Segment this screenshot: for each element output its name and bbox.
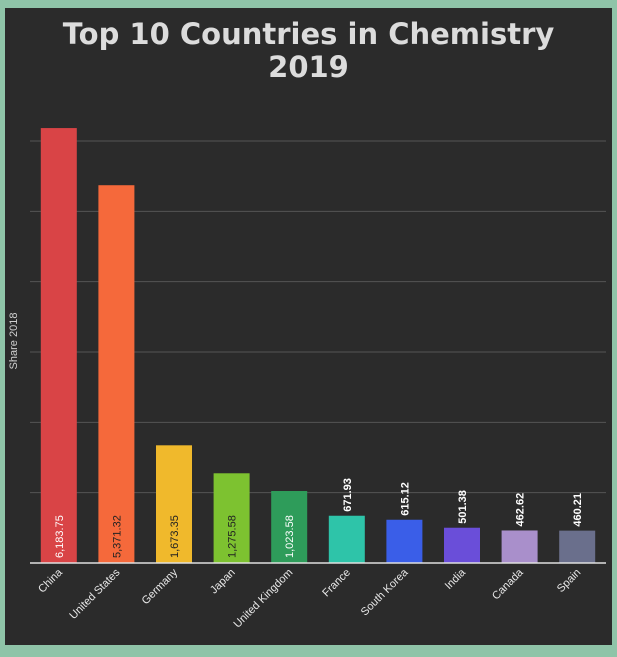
x-tick-label: France: [320, 567, 353, 600]
data-label: 615.12: [399, 482, 411, 516]
bar-germany[interactable]: [156, 445, 192, 563]
x-tick-label: China: [36, 566, 65, 595]
bars: 6,183.75 5,371.32 1,673.35 1,275.58 1,023.58…: [40, 128, 596, 564]
bar-france[interactable]: [328, 515, 365, 563]
chart-title-line2: 2019: [268, 50, 349, 84]
x-tick-label: India: [443, 566, 469, 592]
x-tick-label: United States: [67, 566, 123, 622]
x-tick-label: South Korea: [359, 566, 411, 618]
data-label: 460.21: [572, 493, 584, 527]
chart-title: Top 10 Countries in Chemistry 2019: [5, 18, 612, 84]
x-tick-label: Canada: [490, 566, 526, 602]
x-tick-label: Spain: [555, 567, 583, 595]
data-label: 6,183.75: [54, 515, 66, 558]
bar-south-korea[interactable]: [386, 519, 423, 563]
data-label: 5,371.32: [111, 515, 123, 558]
bar-india[interactable]: [444, 527, 480, 563]
data-label: 501.38: [457, 490, 469, 524]
bar-japan[interactable]: [213, 473, 250, 563]
x-tick-label: Japan: [208, 567, 238, 597]
data-label: 1,275.58: [227, 515, 239, 558]
chart-frame: Top 10 Countries in Chemistry 2019 Share…: [5, 8, 612, 645]
data-label: 1,023.58: [284, 515, 296, 558]
data-label: 462.62: [515, 493, 527, 527]
x-tick-label: United Kingdom: [231, 567, 295, 631]
bar-canada[interactable]: [501, 530, 538, 563]
bar-spain[interactable]: [559, 530, 596, 563]
data-label: 1,673.35: [169, 515, 181, 558]
data-label: 671.93: [342, 478, 354, 512]
bar-chart: Share 2018 6,183.75 5,371.32 1,673.35 1,275…: [8, 128, 606, 630]
bar-china[interactable]: [40, 128, 77, 564]
chart-title-line1: Top 10 Countries in Chemistry: [62, 17, 555, 51]
bar-united-states[interactable]: [98, 185, 135, 563]
y-axis-label: Share 2018: [8, 313, 20, 370]
x-tick-label: Germany: [140, 566, 181, 607]
bar-united-kingdom[interactable]: [271, 491, 308, 563]
